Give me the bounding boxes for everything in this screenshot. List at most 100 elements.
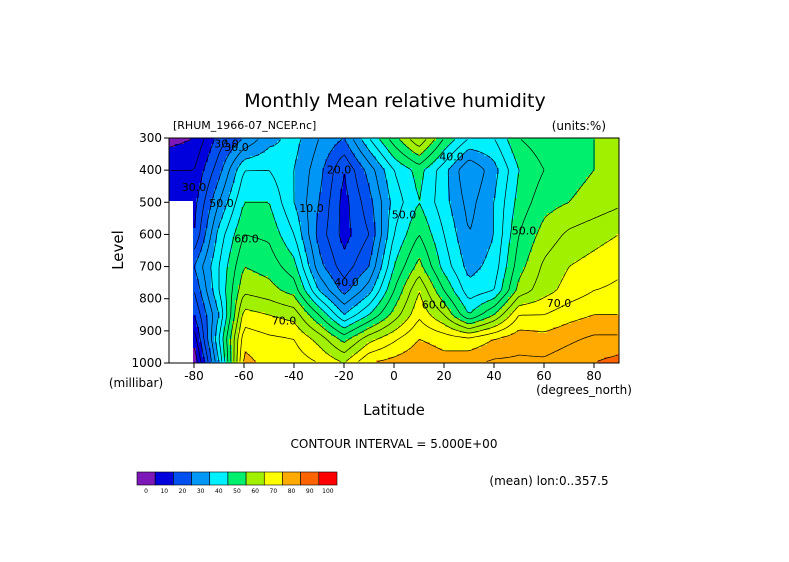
field-cell bbox=[517, 180, 521, 184]
field-cell bbox=[460, 186, 464, 190]
field-cell bbox=[202, 162, 206, 166]
field-cell bbox=[235, 222, 239, 226]
field-cell bbox=[184, 231, 188, 235]
field-cell bbox=[286, 237, 290, 241]
field-cell bbox=[289, 198, 293, 202]
field-cell bbox=[529, 156, 533, 160]
field-cell bbox=[532, 153, 536, 157]
field-cell bbox=[463, 222, 467, 226]
field-cell bbox=[298, 162, 302, 166]
field-cell bbox=[394, 204, 398, 208]
field-cell bbox=[301, 228, 305, 232]
field-cell bbox=[439, 231, 443, 235]
field-cell bbox=[172, 216, 176, 220]
field-cell bbox=[499, 141, 503, 145]
field-cell bbox=[355, 192, 359, 196]
field-cell bbox=[343, 183, 347, 187]
field-cell bbox=[295, 141, 299, 145]
field-cell bbox=[421, 225, 425, 229]
field-cell bbox=[460, 231, 464, 235]
field-cell bbox=[361, 204, 365, 208]
field-cell bbox=[310, 225, 314, 229]
field-cell bbox=[295, 168, 299, 172]
field-cell bbox=[595, 192, 599, 196]
field-cell bbox=[388, 171, 392, 175]
field-cell bbox=[520, 195, 524, 199]
field-cell bbox=[541, 204, 545, 208]
field-cell bbox=[280, 225, 284, 229]
field-cell bbox=[334, 174, 338, 178]
field-cell bbox=[466, 150, 470, 154]
field-cell bbox=[433, 177, 437, 181]
field-cell bbox=[541, 180, 545, 184]
field-cell bbox=[610, 171, 614, 175]
field-cell bbox=[604, 153, 608, 157]
field-cell bbox=[511, 174, 515, 178]
field-cell bbox=[499, 165, 503, 169]
field-cell bbox=[187, 225, 191, 229]
field-cell bbox=[229, 228, 233, 232]
field-cell bbox=[601, 234, 605, 238]
field-cell bbox=[568, 147, 572, 151]
field-cell bbox=[259, 216, 263, 220]
field-cell bbox=[421, 213, 425, 217]
field-cell bbox=[469, 153, 473, 157]
field-cell bbox=[427, 174, 431, 178]
field-cell bbox=[616, 180, 619, 184]
field-cell bbox=[610, 147, 614, 151]
field-cell bbox=[301, 198, 305, 202]
field-cell bbox=[259, 168, 263, 172]
field-cell bbox=[583, 168, 587, 172]
field-cell bbox=[529, 180, 533, 184]
field-cell bbox=[244, 222, 248, 226]
field-cell bbox=[565, 156, 569, 160]
field-cell bbox=[190, 216, 194, 220]
field-cell bbox=[454, 153, 458, 157]
field-cell bbox=[550, 138, 554, 142]
field-cell bbox=[448, 156, 452, 160]
field-cell bbox=[523, 174, 527, 178]
field-cell bbox=[346, 168, 350, 172]
field-cell bbox=[247, 210, 251, 214]
field-cell bbox=[574, 147, 578, 151]
field-cell bbox=[304, 201, 308, 205]
field-cell bbox=[412, 216, 416, 220]
field-cell bbox=[520, 222, 524, 226]
field-cell bbox=[223, 189, 227, 193]
field-cell bbox=[325, 183, 329, 187]
field-cell bbox=[223, 162, 227, 166]
field-cell bbox=[391, 225, 395, 229]
field-cell bbox=[586, 156, 590, 160]
field-cell bbox=[535, 174, 539, 178]
field-cell bbox=[451, 198, 455, 202]
field-cell bbox=[361, 198, 365, 202]
field-cell bbox=[403, 150, 407, 154]
field-cell bbox=[562, 201, 566, 205]
field-cell bbox=[595, 162, 599, 166]
field-cell bbox=[544, 210, 548, 214]
field-cell bbox=[244, 204, 248, 208]
field-cell bbox=[322, 198, 326, 202]
field-cell bbox=[526, 177, 530, 181]
field-cell bbox=[460, 213, 464, 217]
field-cell bbox=[241, 180, 245, 184]
field-cell bbox=[244, 147, 248, 151]
field-cell bbox=[295, 183, 299, 187]
field-cell bbox=[556, 201, 560, 205]
field-cell bbox=[406, 180, 410, 184]
field-cell bbox=[244, 141, 248, 145]
field-cell bbox=[436, 228, 440, 232]
field-cell bbox=[472, 183, 476, 187]
field-cell bbox=[454, 192, 458, 196]
field-cell bbox=[283, 207, 287, 211]
field-cell bbox=[487, 150, 491, 154]
field-cell bbox=[349, 195, 353, 199]
field-cell bbox=[373, 177, 377, 181]
field-cell bbox=[397, 201, 401, 205]
field-cell bbox=[514, 180, 518, 184]
field-cell bbox=[430, 189, 434, 193]
field-cell bbox=[295, 228, 299, 232]
field-cell bbox=[568, 207, 572, 211]
field-cell bbox=[352, 165, 356, 169]
field-cell bbox=[175, 174, 179, 178]
